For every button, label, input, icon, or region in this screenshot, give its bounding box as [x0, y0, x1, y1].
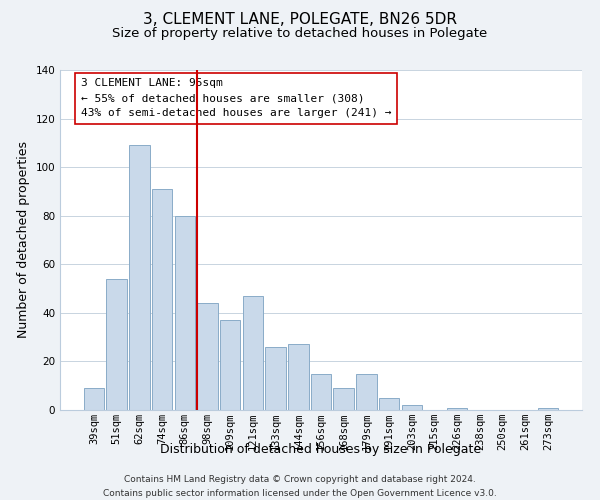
Bar	[152, 189, 172, 410]
Text: 3, CLEMENT LANE, POLEGATE, BN26 5DR: 3, CLEMENT LANE, POLEGATE, BN26 5DR	[143, 12, 457, 28]
Bar	[356, 374, 377, 410]
Bar	[106, 279, 127, 410]
Bar	[538, 408, 558, 410]
Bar	[401, 405, 422, 410]
Bar	[84, 388, 104, 410]
Bar	[447, 408, 467, 410]
Bar	[175, 216, 195, 410]
Bar	[288, 344, 308, 410]
Text: 3 CLEMENT LANE: 95sqm
← 55% of detached houses are smaller (308)
43% of semi-det: 3 CLEMENT LANE: 95sqm ← 55% of detached …	[81, 78, 391, 118]
Bar	[311, 374, 331, 410]
Bar	[265, 347, 286, 410]
Bar	[334, 388, 354, 410]
Text: Contains HM Land Registry data © Crown copyright and database right 2024.
Contai: Contains HM Land Registry data © Crown c…	[103, 476, 497, 498]
Bar	[242, 296, 263, 410]
Bar	[220, 320, 241, 410]
Text: Size of property relative to detached houses in Polegate: Size of property relative to detached ho…	[112, 28, 488, 40]
Text: Distribution of detached houses by size in Polegate: Distribution of detached houses by size …	[160, 442, 482, 456]
Bar	[197, 303, 218, 410]
Bar	[129, 146, 149, 410]
Y-axis label: Number of detached properties: Number of detached properties	[17, 142, 30, 338]
Bar	[379, 398, 400, 410]
